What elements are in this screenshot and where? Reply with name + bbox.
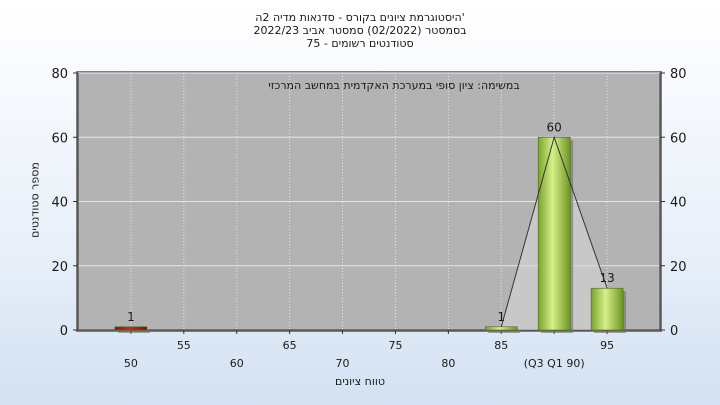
y-axis-label: מספר סטודנטים — [28, 162, 42, 238]
histogram-bar — [114, 326, 148, 331]
y-tick-label-right: 0 — [670, 324, 678, 339]
histogram-bar — [590, 287, 624, 331]
chart-title-line1: היסטוגרמת ציונים בקורס - סדנאות מדיה 2ה' — [255, 11, 465, 24]
bar-value-label: 13 — [599, 271, 614, 285]
histogram-bar — [484, 326, 518, 331]
x-tick-label-lower: 60 — [230, 357, 244, 370]
x-tick-label-lower: (Q3 Q1 90) — [524, 357, 585, 370]
y-tick-label-right: 60 — [670, 131, 687, 146]
x-tick-label-lower: 80 — [441, 357, 455, 370]
y-tick-label-right: 80 — [670, 67, 687, 82]
y-tick-label-left: 0 — [60, 324, 68, 339]
bar-value-label: 1 — [497, 310, 505, 324]
x-tick-label-upper: 65 — [283, 339, 297, 352]
x-tick-label-upper: 95 — [600, 339, 614, 352]
histogram-bar — [537, 136, 571, 331]
chart-title-line2: בסמסטר (02/2022) סמסטר אביב 2022/23 — [253, 24, 467, 37]
chart-annotation: במשימה: ציון סופי במערכת האקדמית במחשב ה… — [268, 79, 520, 92]
y-tick-label-left: 80 — [51, 67, 68, 82]
x-tick-label-lower: 70 — [336, 357, 350, 370]
y-tick-label-left: 60 — [51, 131, 68, 146]
trend-line — [500, 135, 608, 327]
y-tick-label-right: 40 — [670, 196, 687, 211]
x-tick-label-upper: 55 — [177, 339, 191, 352]
x-tick-label-lower: 50 — [124, 357, 138, 370]
y-tick-label-right: 20 — [670, 260, 687, 275]
bar-shadow — [488, 329, 521, 333]
bar-shadow — [117, 329, 150, 333]
bar-value-label: 1 — [127, 310, 135, 324]
chart-title-line3: סטודנטים רשומים - 75 — [306, 37, 414, 50]
y-tick-label-left: 20 — [51, 260, 68, 275]
x-tick-label-upper: 75 — [388, 339, 402, 352]
x-axis-label: טווח ציונים — [335, 375, 385, 388]
y-tick-label-left: 40 — [51, 196, 68, 211]
bar-value-label: 60 — [547, 120, 562, 134]
x-tick-label-upper: 85 — [494, 339, 508, 352]
